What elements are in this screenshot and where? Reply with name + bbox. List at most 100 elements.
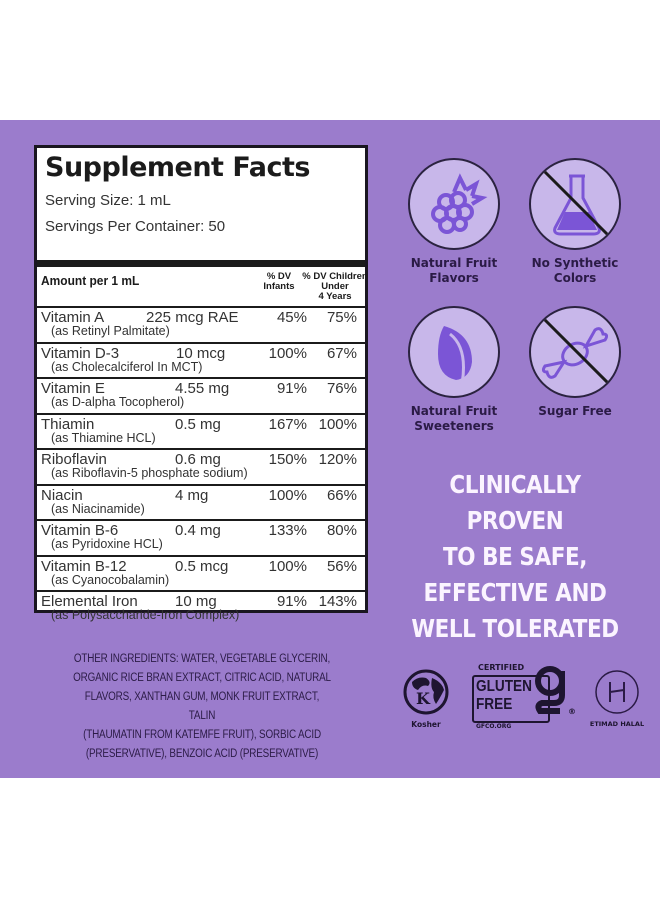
nutrient-source: (as Cholecalciferol In MCT) (51, 359, 203, 374)
nutrient-amount: 4.55 mg (175, 380, 230, 397)
dv-children-line: Under (321, 281, 349, 292)
nutrient-name: Riboflavin (41, 451, 107, 468)
badge-label-line: No Synthetic (531, 256, 619, 270)
nutrient-amount: 10 mcg (176, 344, 226, 362)
badge-label-line: Colors (553, 271, 597, 285)
nutrient-name: Vitamin A (41, 309, 105, 326)
certified-label: CERTIFIED (478, 663, 525, 672)
nutrient-name: Vitamin B-6 (41, 522, 119, 539)
table-row: Elemental Iron 10 mg 91% 143% (as Polysa… (37, 592, 365, 626)
badge-circle (408, 158, 500, 250)
dv-children-line: 4 Years (318, 291, 352, 302)
gfco-g-icon (535, 666, 565, 714)
table-row: Vitamin E 4.55 mg 91% 76% (as D-alpha To… (37, 379, 365, 415)
gfco-site: GFCO.ORG (476, 723, 512, 730)
nutrient-amount: 0.5 mcg (175, 557, 229, 575)
no-candy-icon (537, 312, 615, 390)
badge-label-line: Sweeteners (414, 419, 494, 433)
dv-children: 100% (318, 415, 357, 433)
badge-label: Natural Fruit Sweeteners (394, 404, 514, 434)
table-row: Thiamin 0.5 mg 167% 100% (as Thiamine HC… (37, 415, 365, 450)
claim-line: CLINICALLY PROVEN (449, 470, 581, 535)
dv-infants: 91% (276, 380, 307, 397)
badge-label-line: Natural Fruit (410, 404, 498, 418)
claim-line: EFFECTIVE AND (423, 578, 607, 607)
nutrient-amount: 0.5 mg (175, 415, 221, 433)
badge-no-synthetic-colors: No Synthetic Colors (515, 158, 635, 286)
claim-line: WELL TOLERATED (411, 614, 619, 643)
badge-circle (408, 306, 500, 398)
nutrient-source: (as Polysaccharide-Iron Complex) (51, 608, 240, 622)
nutrient-source: (as Thiamine HCL) (51, 430, 156, 445)
table-row: Niacin 4 mg 100% 66% (as Niacinamide) (37, 486, 365, 521)
table-row: Riboflavin 0.6 mg 150% 120% (as Riboflav… (37, 450, 365, 486)
ingredients-line: Organic Rice Bran Extract, Citric Acid, … (73, 672, 331, 684)
nutrient-name: Vitamin D-3 (41, 344, 120, 362)
kosher-globe-icon: K (403, 669, 449, 715)
leaf-icon (438, 326, 472, 385)
nutrient-source: (as Pyridoxine HCL) (51, 537, 163, 551)
dv-infants-header: % DV Infants (259, 272, 299, 292)
dv-infants-line: Infants (263, 281, 295, 292)
nutrient-source: (as Riboflavin-5 phosphate sodium) (51, 466, 248, 480)
badge-label: No Synthetic Colors (515, 256, 635, 286)
ingredients-line: (Thaumatin from Katemfe Fruit), Sorbic A… (83, 729, 321, 741)
ingredients-line: Flavors, Xanthan Gum, Monk Fruit Extract… (84, 691, 320, 722)
supplement-facts-box: Supplement Facts Serving Size: 1 mL Serv… (34, 145, 370, 622)
other-ingredients: Other Ingredients: Water, Vegetable Glyc… (73, 650, 331, 764)
badge-label: Natural Fruit Flavors (394, 256, 514, 286)
gluten-free-cert: CERTIFIED GLUTEN FREE ® GFCO.ORG (470, 663, 578, 733)
ingredients-line: Other Ingredients: Water, Vegetable Glyc… (73, 653, 331, 665)
dv-children: 66% (326, 486, 357, 504)
dv-infants: 100% (268, 344, 307, 362)
dv-infants-line: % DV (266, 271, 292, 282)
dv-children-header: % DV Children Under 4 Years (300, 272, 370, 302)
serving-size: Serving Size: 1 mL (45, 192, 171, 209)
kosher-cert: K Kosher (400, 668, 452, 729)
badge-label-line: Flavors (429, 271, 479, 285)
nutrient-source: (as Niacinamide) (51, 501, 145, 516)
dv-infants: 45% (276, 309, 307, 326)
product-info-panel: Supplement Facts Serving Size: 1 mL Serv… (0, 120, 660, 778)
dv-children: 76% (326, 380, 357, 397)
dv-children: 80% (326, 522, 357, 539)
gluten-free-frame (472, 675, 550, 723)
svg-text:K: K (416, 689, 431, 708)
badge-circle (529, 158, 621, 250)
nutrient-name: Niacin (41, 486, 83, 504)
badge-circle (529, 306, 621, 398)
badge-sugar-free: Sugar Free (515, 306, 635, 419)
dv-infants: 100% (268, 557, 307, 575)
nutrient-name: Vitamin B-12 (41, 557, 127, 575)
servings-per-container: Servings Per Container: 50 (45, 218, 226, 235)
dv-infants: 167% (268, 415, 307, 433)
kosher-label: Kosher (411, 720, 441, 729)
nutrient-rows: Vitamin A 225 mcg RAE 45% 75% (as Retiny… (37, 308, 365, 626)
nutrient-name: Thiamin (41, 415, 95, 433)
thick-divider (37, 260, 365, 267)
dv-children: 120% (318, 451, 357, 468)
dv-children: 56% (326, 557, 357, 575)
nutrient-name: Vitamin E (41, 380, 105, 397)
dv-children: 67% (326, 344, 357, 362)
amount-header: Amount per 1 mL (41, 273, 140, 288)
raspberry-icon (431, 173, 488, 234)
badge-label-line: Sugar Free (538, 404, 612, 418)
table-row: Vitamin B-6 0.4 mg 133% 80% (as Pyridoxi… (37, 521, 365, 557)
table-row: Vitamin B-12 0.5 mcg 100% 56% (as Cyanoc… (37, 557, 365, 592)
dv-infants: 133% (268, 522, 307, 539)
table-row: Vitamin D-3 10 mcg 100% 67% (as Cholecal… (37, 344, 365, 379)
dv-infants: 150% (268, 451, 307, 468)
nutrient-source: (as Cyanocobalamin) (51, 572, 170, 587)
nutrient-amount: 10 mg (175, 593, 217, 610)
nutrient-amount: 0.4 mg (175, 522, 221, 539)
dv-children-line: % DV Children (302, 271, 368, 282)
gluten-free-text: GLUTEN FREE (476, 678, 532, 714)
gluten-line: FREE (476, 696, 513, 713)
dv-children: 75% (326, 309, 357, 326)
nutrient-amount: 225 mcg RAE (146, 309, 239, 326)
claim-line: TO BE SAFE, (443, 542, 587, 571)
nutrient-amount: 0.6 mg (175, 451, 221, 468)
nutrient-name: Elemental Iron (41, 593, 138, 610)
registered-mark: ® (568, 707, 576, 716)
